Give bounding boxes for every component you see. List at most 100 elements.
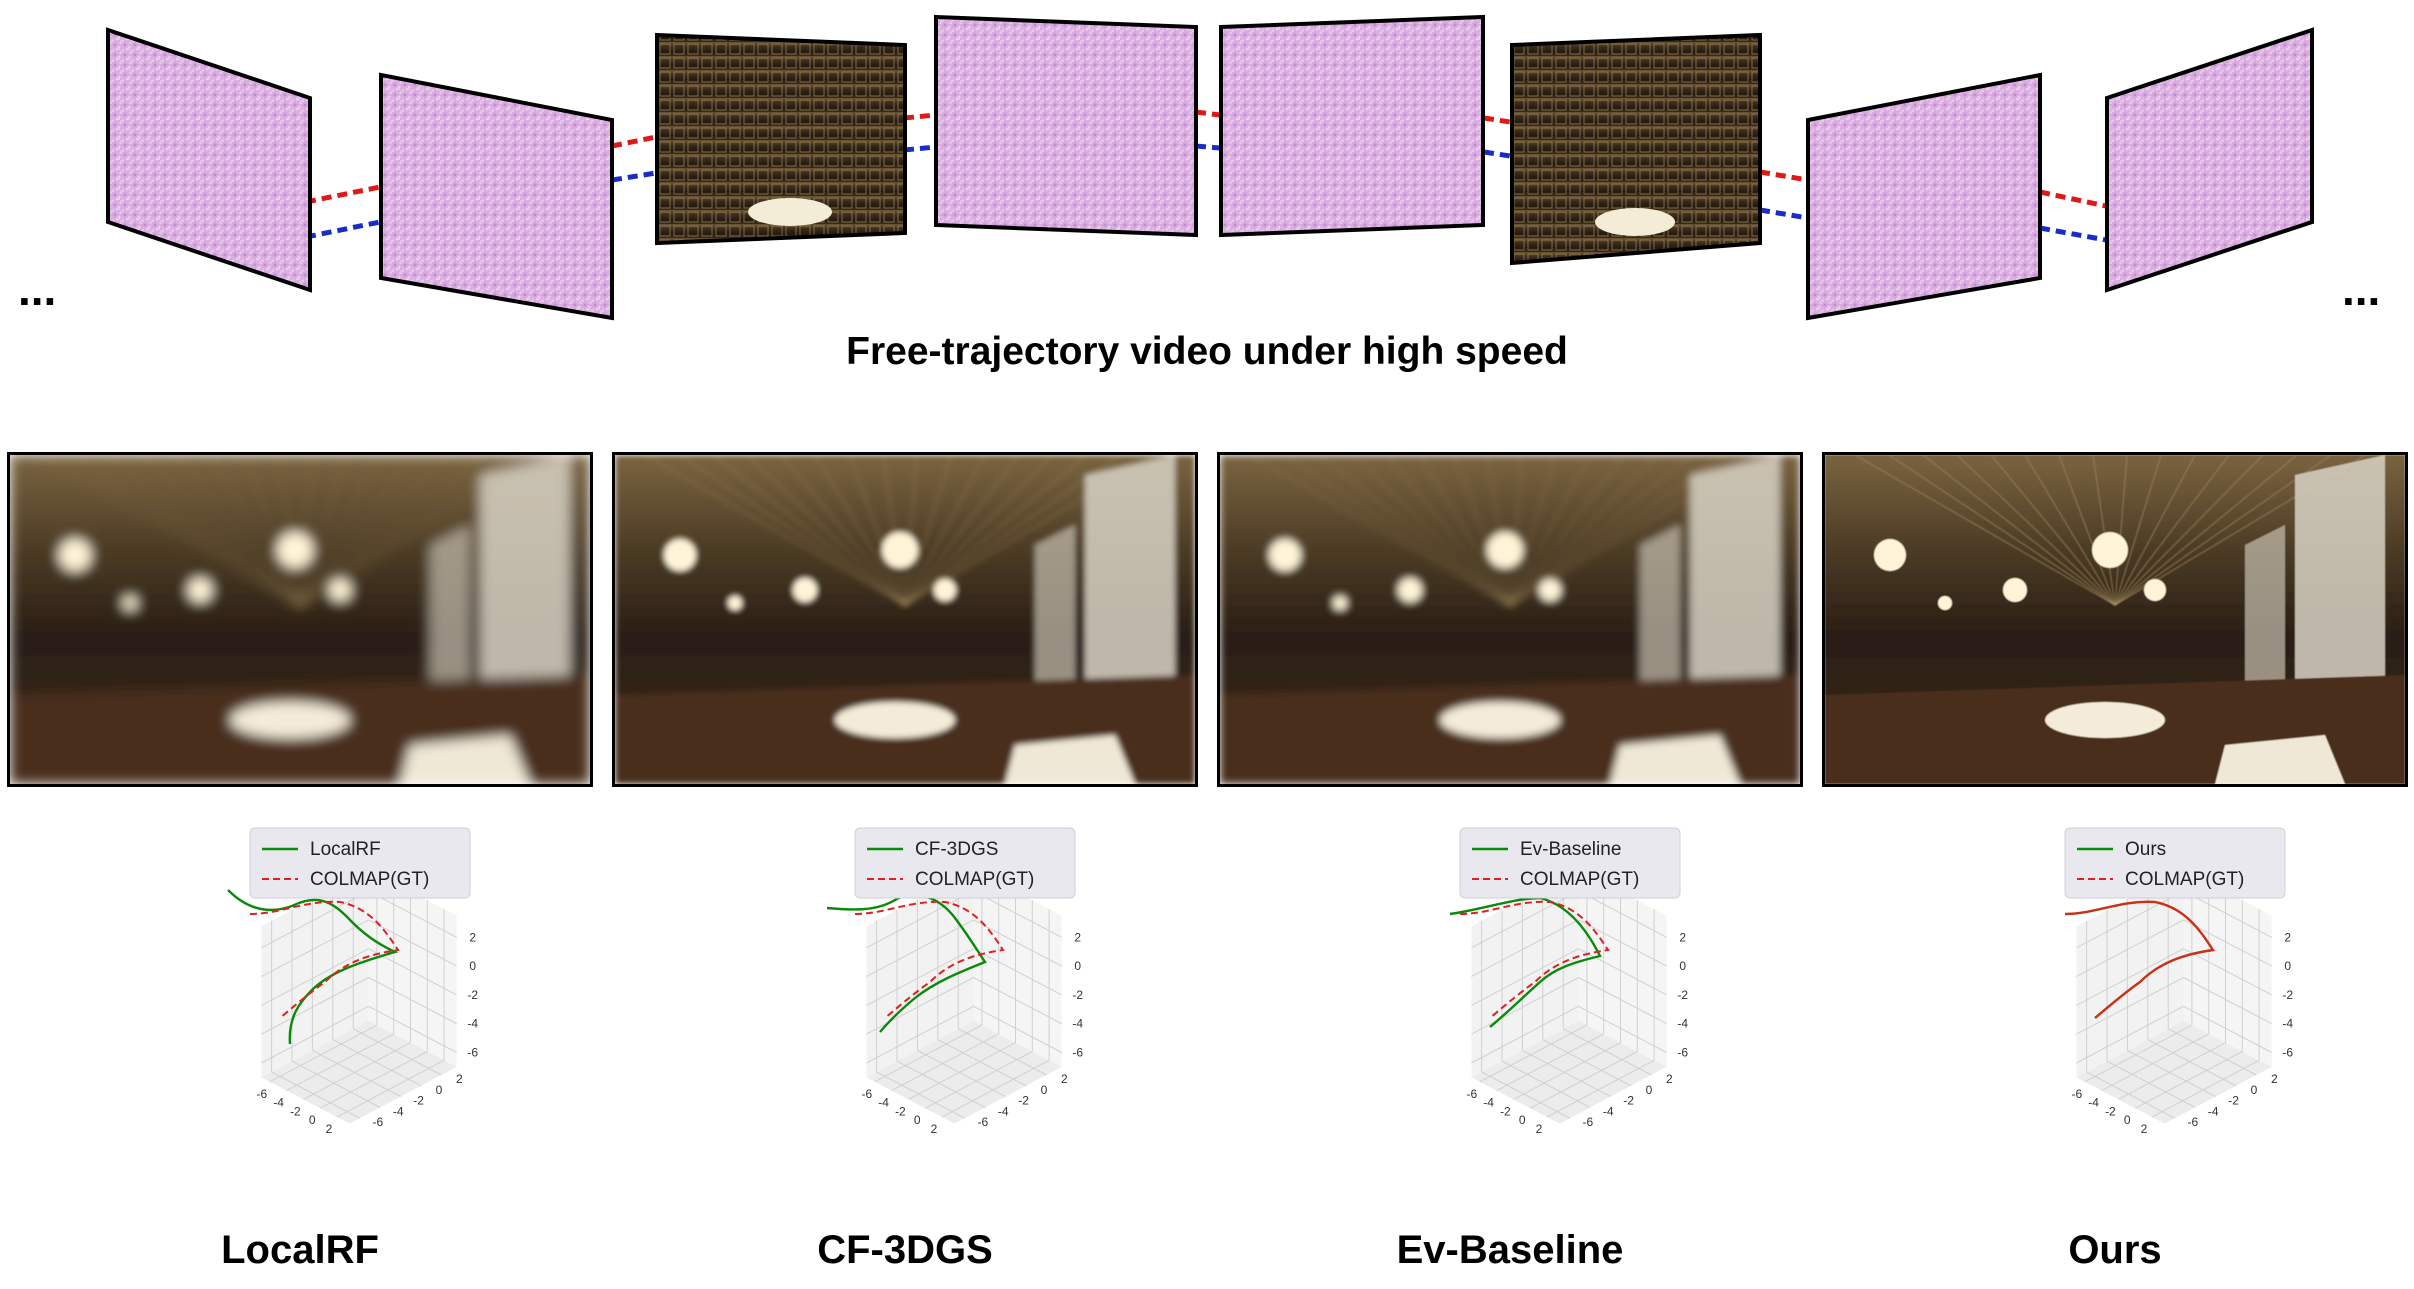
z-tick-label: -2: [2282, 988, 2293, 1002]
y-tick-label: -6: [2187, 1115, 2198, 1129]
render-ev-baseline: [1217, 452, 1803, 787]
table-highlight: [1595, 208, 1675, 236]
predicted-trajectory: [826, 893, 987, 1033]
trajectory-plot-cf3dgs: -6 -4 -2 0 2 2 0 -2 -4 -6 2 0 -2 -4 -6 CF-3DGS COLMAP(GT…: [735, 822, 1185, 1202]
event-frame-4: [934, 14, 1198, 238]
legend-label-pred: CF-3DGS: [915, 839, 998, 860]
grid-lines: [1471, 873, 1667, 1119]
gt-trajectory: [2064, 900, 2215, 1019]
event-frame-8: [2105, 27, 2314, 293]
floor-pane: [866, 1020, 1062, 1124]
legend-box: [854, 827, 1076, 899]
link-red: [611, 134, 657, 149]
link-blue: [1483, 149, 1511, 159]
y-tick-label: 0: [1646, 1083, 1653, 1097]
x-tick-label: -4: [273, 1096, 284, 1110]
x-tick-label: 2: [931, 1122, 938, 1136]
legend-box: [1459, 827, 1681, 899]
legend-label-pred: LocalRF: [310, 839, 381, 860]
y-tick-label: -4: [998, 1104, 1009, 1118]
left-pane: [866, 869, 974, 1078]
floor-pane: [261, 1020, 457, 1124]
z-tick-label: -2: [1072, 988, 1083, 1002]
grid-lines: [2076, 873, 2272, 1119]
grid-lines: [866, 873, 1062, 1119]
link-red: [1759, 169, 1809, 183]
z-tick-label: 0: [1074, 959, 1081, 973]
legend-label-pred: Ours: [2125, 839, 2166, 860]
method-label-localrf: LocalRF: [221, 1228, 379, 1272]
link-blue: [611, 170, 657, 183]
link-blue: [1195, 143, 1221, 151]
event-frame-7: [1806, 72, 2042, 321]
rgb-frame-6: [1510, 32, 1762, 266]
x-tick-label: 2: [1536, 1122, 1543, 1136]
y-tick-label: -6: [977, 1115, 988, 1129]
y-tick-label: 2: [2271, 1072, 2278, 1086]
x-tick-label: 2: [2141, 1122, 2148, 1136]
link-blue: [305, 219, 381, 240]
y-tick-label: -4: [2208, 1104, 2219, 1118]
link-red: [903, 112, 937, 121]
method-label-ev-baseline: Ev-Baseline: [1396, 1228, 1624, 1272]
frame-links: [305, 109, 2107, 243]
event-frame-1: [106, 27, 312, 293]
z-tick-label: -6: [467, 1046, 478, 1060]
legend-label-pred: Ev-Baseline: [1520, 839, 1621, 860]
method-label-ours: Ours: [2068, 1228, 2162, 1272]
x-tick-label: -6: [2071, 1087, 2082, 1101]
event-frame-2: [379, 72, 614, 321]
y-tick-label: -6: [1582, 1115, 1593, 1129]
x-tick-label: -4: [878, 1096, 889, 1110]
legend-box: [2064, 827, 2286, 899]
x-tick-label: -6: [256, 1087, 267, 1101]
x-tick-label: -2: [1500, 1104, 1511, 1118]
z-tick-label: 0: [469, 959, 476, 973]
x-tick-label: -2: [290, 1104, 301, 1118]
y-tick-label: 2: [456, 1072, 463, 1086]
left-pane: [2076, 869, 2184, 1078]
z-tick-label: -4: [2282, 1017, 2293, 1031]
table-highlight: [748, 198, 832, 226]
x-tick-label: 0: [914, 1113, 921, 1127]
x-tick-label: -2: [895, 1104, 906, 1118]
event-frame-5: [1219, 14, 1485, 238]
y-tick-label: 0: [1041, 1083, 1048, 1097]
z-tick-label: -4: [1072, 1017, 1083, 1031]
x-tick-label: 0: [309, 1113, 316, 1127]
z-tick-label: 2: [1679, 930, 1686, 944]
y-tick-label: -2: [2228, 1094, 2239, 1108]
trajectory-plot-ours: -6 -4 -2 0 2 2 0 -2 -4 -6 2 0 -2 -4 -6 Ours COLMAP(GT): [1945, 822, 2395, 1202]
rgb-frame-3: [655, 32, 907, 246]
legend-label-gt: COLMAP(GT): [310, 869, 429, 890]
z-tick-label: 2: [1074, 930, 1081, 944]
z-tick-label: 0: [1679, 959, 1686, 973]
x-tick-label: -2: [2105, 1104, 2116, 1118]
y-tick-label: 2: [1061, 1072, 1068, 1086]
floor-pane: [1471, 1020, 1667, 1124]
x-tick-label: -4: [1483, 1096, 1494, 1110]
legend-box: [249, 827, 471, 899]
floor-pane: [2076, 1020, 2272, 1124]
legend: CF-3DGS COLMAP(GT): [854, 827, 1076, 899]
y-tick-label: 0: [2251, 1083, 2258, 1097]
gt-trajectory: [1459, 900, 1610, 1019]
z-tick-label: -2: [467, 988, 478, 1002]
method-label-cf3dgs: CF-3DGS: [817, 1228, 993, 1272]
legend-label-gt: COLMAP(GT): [1520, 869, 1639, 890]
legend: LocalRF COLMAP(GT): [249, 827, 471, 899]
predicted-trajectory: [1449, 896, 1602, 1028]
gt-trajectory: [854, 900, 1005, 1019]
link-red: [2039, 189, 2107, 209]
render-ours: [1822, 452, 2408, 787]
left-pane: [1471, 869, 1579, 1078]
y-tick-label: -4: [393, 1104, 404, 1118]
y-tick-label: -2: [1623, 1094, 1634, 1108]
link-red: [1483, 115, 1511, 125]
y-tick-label: -6: [372, 1115, 383, 1129]
link-blue: [1759, 207, 1809, 221]
figure-caption: Free-trajectory video under high speed: [846, 330, 1568, 373]
legend: Ours COLMAP(GT): [2064, 827, 2286, 899]
z-tick-label: -6: [1677, 1046, 1688, 1060]
link-red: [305, 184, 381, 205]
